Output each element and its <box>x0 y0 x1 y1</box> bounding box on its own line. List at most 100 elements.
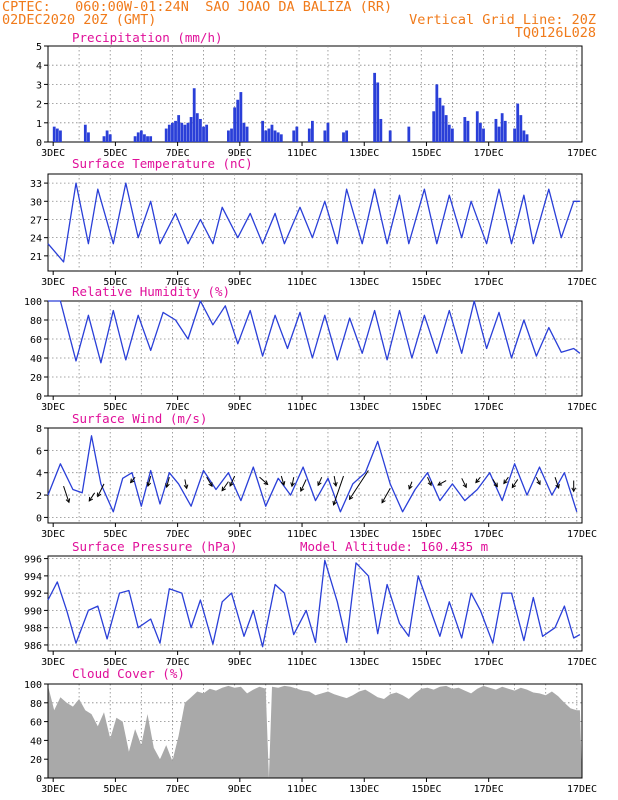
x-tick-label: 5DEC <box>103 148 127 159</box>
wind-arrow <box>427 476 432 486</box>
wind-arrow-head <box>475 478 480 484</box>
wind-arrow <box>408 481 413 490</box>
precip-bar <box>307 128 311 142</box>
header-gridline-note: Vertical Grid Line: 20Z <box>409 12 596 28</box>
precip-bar <box>83 124 87 142</box>
y-tick-label: 0 <box>36 774 42 785</box>
x-tick-label: 11DEC <box>287 402 317 413</box>
wind-arrow-head <box>332 500 337 506</box>
x-tick-label: 17DEC <box>567 277 597 288</box>
x-tick-label: 17DEC <box>567 657 597 668</box>
x-tick-label: 17DEC <box>474 148 504 159</box>
wind-arrow-head <box>165 483 170 489</box>
precip-bar <box>373 72 377 142</box>
precip-bar <box>230 128 233 142</box>
y-tick-label: 40 <box>30 354 42 365</box>
precip-bar <box>503 120 507 142</box>
y-tick-label: 994 <box>24 572 42 583</box>
wind-arrow <box>475 476 481 483</box>
wind-arrow <box>280 475 285 486</box>
x-tick-label: 15DEC <box>411 277 441 288</box>
precip-bar <box>466 120 470 142</box>
precip-bar <box>133 136 137 142</box>
wind-arrow-head <box>146 481 152 487</box>
x-tick-label: 13DEC <box>349 277 379 288</box>
wind-arrow-head <box>229 481 234 487</box>
y-tick-label: 8 <box>36 424 42 435</box>
panel-title: Surface Wind (m/s) <box>72 411 207 426</box>
x-tick-label: 7DEC <box>166 277 190 288</box>
wind-arrow <box>166 477 170 488</box>
wind-arrow <box>88 492 96 502</box>
y-tick-label: 100 <box>24 680 42 691</box>
x-tick-label: 17DEC <box>474 402 504 413</box>
y-tick-label: 33 <box>30 179 42 190</box>
precip-bar <box>171 122 174 142</box>
wind-arrow-head <box>503 479 508 485</box>
y-tick-label: 27 <box>30 215 42 226</box>
x-tick-label: 9DEC <box>228 784 252 795</box>
wind-arrow <box>503 476 509 484</box>
y-tick-label: 80 <box>30 316 42 327</box>
precip-bar <box>311 120 314 142</box>
wind-arrow-head <box>263 480 269 486</box>
series-line <box>48 300 581 364</box>
precip-bar <box>450 128 454 142</box>
precip-bar <box>494 118 498 142</box>
y-tick-label: 4 <box>36 61 42 72</box>
panel-title: Surface Pressure (hPa) <box>72 539 238 554</box>
precip-bar <box>519 115 523 142</box>
wind-arrow-head <box>408 484 413 490</box>
x-tick-label: 15DEC <box>411 784 441 795</box>
x-tick-label: 3DEC <box>41 529 65 540</box>
precip-bar <box>139 130 143 142</box>
precip-bar <box>525 134 529 142</box>
x-tick-label: 11DEC <box>287 277 317 288</box>
precip-bar <box>177 115 181 142</box>
panel-3: Surface Wind (m/s) 0 2 4 6 8 3DEC 5DEC 7DEC 9DEC 1… <box>36 411 597 540</box>
wind-arrow-head <box>208 482 213 488</box>
panel-subtitle: Model Altitude: 160.435 m <box>300 539 488 554</box>
x-tick-label: 9DEC <box>228 529 252 540</box>
x-tick-label: 3DEC <box>41 277 65 288</box>
precip-bar <box>52 126 56 142</box>
precip-bar <box>326 122 330 142</box>
y-tick-label: 2 <box>36 491 42 502</box>
x-tick-label: 13DEC <box>349 784 379 795</box>
precip-bar <box>295 126 299 142</box>
x-tick-label: 15DEC <box>411 402 441 413</box>
wind-arrow <box>221 481 229 491</box>
wind-arrow-head <box>300 487 305 493</box>
x-tick-label: 13DEC <box>349 148 379 159</box>
panel-1: Surface Temperature (nC) 21 24 27 30 33 3DEC 5D… <box>30 156 597 288</box>
precip-bar <box>236 99 240 142</box>
x-tick-label: 7DEC <box>166 529 190 540</box>
precip-bar <box>292 130 296 142</box>
wind-arrow-head <box>437 481 443 486</box>
precip-bar <box>146 136 149 142</box>
panel-0: Precipitation (mm/h) 0 1 2 3 4 5 3DEC 5DEC 7DEC 9D… <box>36 30 597 159</box>
precip-bar <box>261 120 265 142</box>
x-tick-label: 3DEC <box>41 148 65 159</box>
precip-bar <box>438 97 442 142</box>
x-tick-label: 9DEC <box>228 402 252 413</box>
y-tick-label: 40 <box>30 736 42 747</box>
x-tick-label: 5DEC <box>103 277 127 288</box>
precip-bar <box>102 136 106 142</box>
y-tick-label: 60 <box>30 718 42 729</box>
x-tick-label: 15DEC <box>411 529 441 540</box>
precip-bar <box>205 124 209 142</box>
panel-title: Relative Humidity (%) <box>72 284 230 299</box>
y-tick-label: 3 <box>36 80 42 91</box>
x-tick-label: 7DEC <box>166 402 190 413</box>
precip-bar <box>463 117 467 142</box>
header-model-code: TQ0126L028 <box>514 25 596 41</box>
wind-arrow-head <box>290 482 295 488</box>
header-datetime: 02DEC2020 20Z (GMT) <box>2 12 157 28</box>
x-tick-label: 7DEC <box>166 148 190 159</box>
precip-bar <box>516 103 520 142</box>
wind-arrow-head <box>88 496 94 502</box>
precip-bar <box>59 130 62 142</box>
precip-bar <box>186 122 190 142</box>
precip-bar <box>227 130 230 142</box>
